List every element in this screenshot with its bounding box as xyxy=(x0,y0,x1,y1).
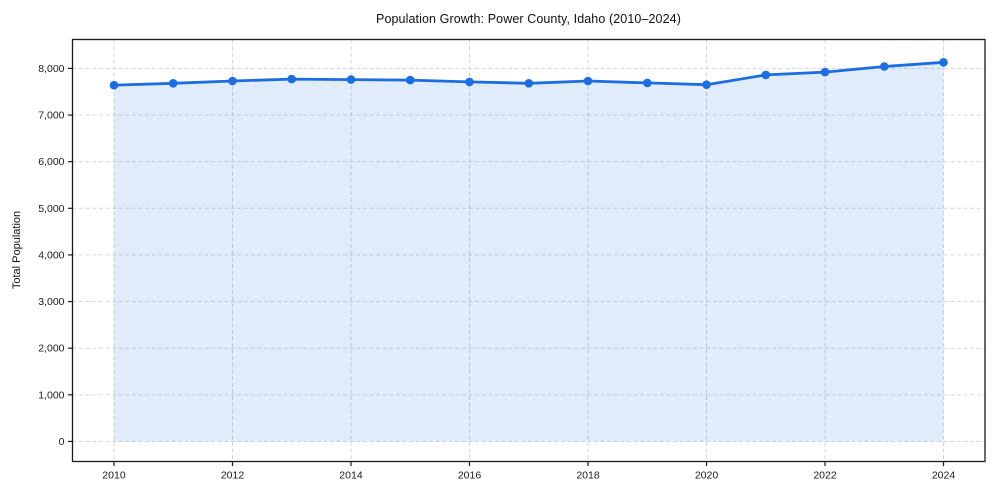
x-tick-label: 2014 xyxy=(339,470,363,482)
series-area xyxy=(114,62,944,442)
x-tick-label: 2010 xyxy=(102,470,126,482)
data-point-2022 xyxy=(820,67,830,77)
data-point-2015 xyxy=(405,75,415,85)
y-tick-label: 4,000 xyxy=(38,249,64,261)
data-point-2010 xyxy=(109,80,119,90)
data-point-2017 xyxy=(524,79,534,88)
data-point-2023 xyxy=(880,62,889,71)
x-tick-label: 2022 xyxy=(813,470,837,482)
x-tick-label: 2024 xyxy=(932,470,956,482)
y-tick-label: 8,000 xyxy=(38,63,64,75)
data-point-2014 xyxy=(346,75,356,84)
y-tick-label: 1,000 xyxy=(38,389,64,401)
y-tick-label: 2,000 xyxy=(38,343,64,355)
x-tick-label: 2020 xyxy=(695,470,719,482)
x-tick-label: 2016 xyxy=(458,470,482,482)
data-point-2018 xyxy=(583,76,593,86)
data-point-2024 xyxy=(939,58,948,67)
y-tick-label: 5,000 xyxy=(38,203,64,215)
data-point-2019 xyxy=(643,78,652,88)
data-point-2012 xyxy=(228,76,237,86)
chart-title: Population Growth: Power County, Idaho (… xyxy=(376,12,681,26)
x-tick-label: 2018 xyxy=(576,470,600,482)
x-tick-label: 2012 xyxy=(221,470,245,482)
data-point-2016 xyxy=(465,77,474,87)
y-tick-label: 0 xyxy=(59,436,65,448)
data-point-2011 xyxy=(168,79,178,88)
data-point-2013 xyxy=(287,74,297,84)
y-tick-label: 6,000 xyxy=(38,156,64,168)
y-tick-label: 7,000 xyxy=(38,110,64,122)
plot-border xyxy=(71,38,986,463)
data-point-2021 xyxy=(761,70,771,80)
data-point-2020 xyxy=(702,80,711,89)
y-tick-label: 3,000 xyxy=(38,296,64,308)
